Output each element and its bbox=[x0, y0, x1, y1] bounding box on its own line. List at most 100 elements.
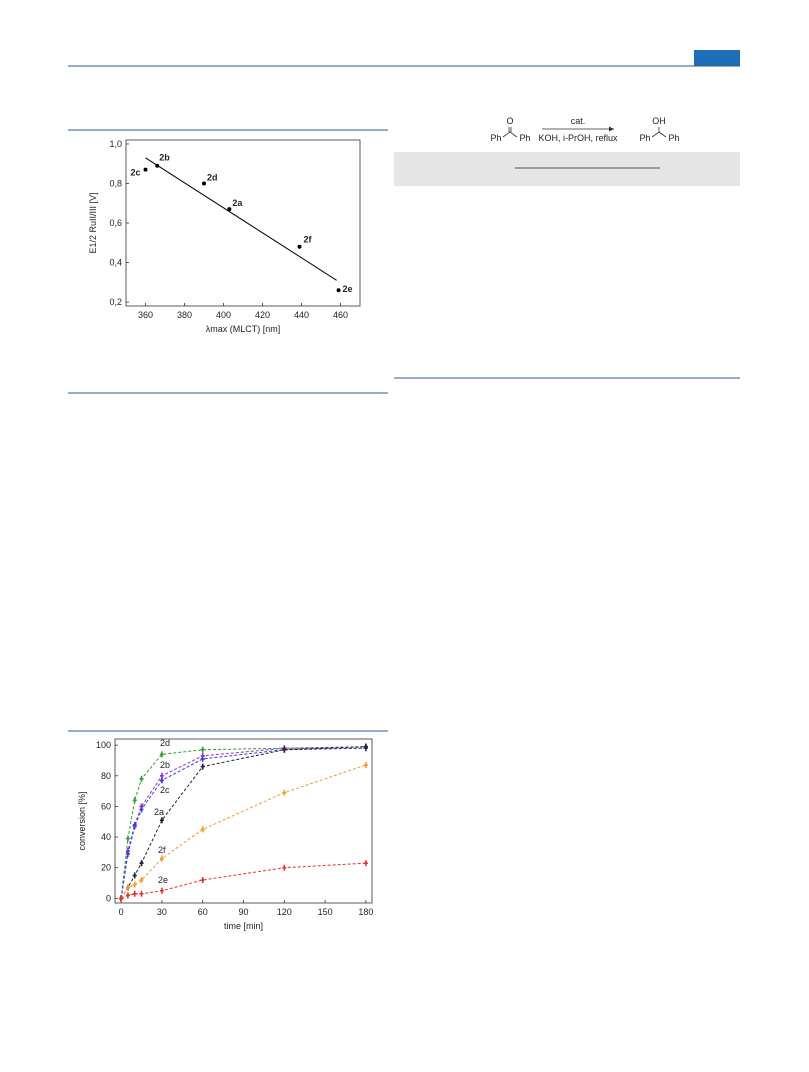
conditions: cat. bbox=[571, 116, 586, 126]
x-tick-label: 380 bbox=[177, 310, 192, 320]
marker bbox=[363, 762, 368, 769]
marker bbox=[159, 751, 164, 758]
atom: OH bbox=[652, 116, 666, 126]
marker bbox=[282, 746, 287, 753]
x-tick-label: 400 bbox=[216, 310, 231, 320]
marker bbox=[139, 775, 144, 782]
bond bbox=[651, 127, 667, 138]
chart: 0 30 60 90 120 150 180 0 20 40 60 80 100 time [min] co… bbox=[77, 738, 373, 931]
point-label: 2a bbox=[232, 198, 243, 208]
point-label: 2b bbox=[159, 153, 170, 163]
point bbox=[202, 181, 206, 186]
atom: Ph bbox=[519, 133, 530, 143]
marker bbox=[159, 817, 164, 824]
series-label: 2c bbox=[160, 785, 170, 795]
point bbox=[297, 244, 302, 249]
point bbox=[143, 167, 148, 172]
x-tick-label: 360 bbox=[138, 310, 153, 320]
y-tick-label: 60 bbox=[101, 801, 111, 811]
marker bbox=[132, 881, 137, 888]
chart: 360 380 400 420 440 460 0,2 0,4 0,6 0,8 1,0 λmax (M… bbox=[88, 139, 361, 334]
point-label: 2c bbox=[130, 168, 140, 178]
series-line bbox=[120, 746, 366, 899]
marker bbox=[132, 872, 137, 879]
point bbox=[227, 207, 232, 212]
marker bbox=[282, 789, 287, 796]
point bbox=[336, 288, 341, 293]
marker bbox=[200, 877, 205, 884]
x-tick-label: 440 bbox=[294, 310, 309, 320]
marker bbox=[125, 835, 130, 842]
marker bbox=[282, 864, 287, 871]
x-tick-label: 420 bbox=[255, 310, 270, 320]
x-tick-label: 90 bbox=[238, 907, 248, 917]
series-label: 2a bbox=[154, 807, 164, 817]
y-tick-label: 1,0 bbox=[109, 139, 122, 149]
y-tick-label: 40 bbox=[101, 832, 111, 842]
series-line bbox=[120, 862, 366, 899]
y-tick-label: 100 bbox=[96, 740, 111, 750]
marker bbox=[159, 855, 164, 862]
y-axis-label: conversion [%] bbox=[77, 791, 87, 850]
atom: Ph bbox=[639, 133, 650, 143]
y-tick-label: 20 bbox=[101, 863, 111, 873]
arrow-head bbox=[609, 126, 614, 132]
x-tick-label: 460 bbox=[333, 310, 348, 320]
marker bbox=[159, 777, 164, 784]
y-axis-label: E1/2 RuII/III [V] bbox=[88, 192, 98, 253]
x-axis-label: time [min] bbox=[224, 921, 263, 931]
series-label: 2e bbox=[158, 875, 168, 885]
atom: Ph bbox=[490, 133, 501, 143]
bond bbox=[502, 127, 518, 138]
marker bbox=[119, 895, 124, 902]
marker bbox=[159, 887, 164, 894]
x-axis-label: λmax (MLCT) [nm] bbox=[206, 324, 281, 334]
plot-frame bbox=[125, 139, 361, 307]
atom: O bbox=[506, 116, 513, 126]
series-line bbox=[120, 747, 366, 899]
marker bbox=[139, 890, 144, 897]
marker bbox=[139, 860, 144, 867]
point-label: 2d bbox=[207, 172, 218, 182]
series-label: 2d bbox=[160, 738, 170, 748]
marker bbox=[125, 884, 130, 891]
marker bbox=[132, 890, 137, 897]
header-box bbox=[694, 50, 740, 66]
marker bbox=[363, 743, 368, 750]
marker bbox=[132, 797, 137, 804]
point bbox=[155, 163, 160, 168]
marker bbox=[132, 823, 137, 830]
point-label: 2f bbox=[304, 235, 313, 245]
marker bbox=[139, 806, 144, 813]
y-tick-label: 80 bbox=[101, 771, 111, 781]
x-tick-label: 180 bbox=[358, 907, 373, 917]
series-label: 2f bbox=[158, 845, 166, 855]
marker bbox=[200, 746, 205, 753]
marker bbox=[200, 755, 205, 762]
marker bbox=[125, 892, 130, 899]
atom: Ph bbox=[668, 133, 679, 143]
marker bbox=[200, 826, 205, 833]
series-label: 2b bbox=[160, 760, 170, 770]
point-label: 2e bbox=[343, 284, 353, 294]
marker bbox=[200, 763, 205, 770]
table-header bbox=[394, 152, 740, 186]
y-tick-label: 0,2 bbox=[109, 297, 122, 307]
series-line bbox=[120, 764, 367, 899]
y-tick-label: 0 bbox=[106, 893, 111, 903]
conditions: KOH, i-PrOH, reflux bbox=[538, 133, 618, 143]
series-line bbox=[120, 746, 366, 899]
scheme: O Ph Ph cat. KOH, i-PrOH, reflux OH Ph P… bbox=[490, 116, 679, 143]
x-tick-label: 30 bbox=[157, 907, 167, 917]
y-tick-label: 0,8 bbox=[109, 178, 122, 188]
y-tick-label: 0,6 bbox=[109, 218, 122, 228]
series-line bbox=[120, 747, 366, 899]
x-tick-label: 0 bbox=[119, 907, 124, 917]
marker bbox=[125, 850, 130, 857]
x-tick-label: 60 bbox=[198, 907, 208, 917]
fit-line bbox=[145, 157, 337, 281]
x-tick-label: 120 bbox=[277, 907, 292, 917]
marker bbox=[363, 860, 368, 867]
marker bbox=[139, 877, 144, 884]
